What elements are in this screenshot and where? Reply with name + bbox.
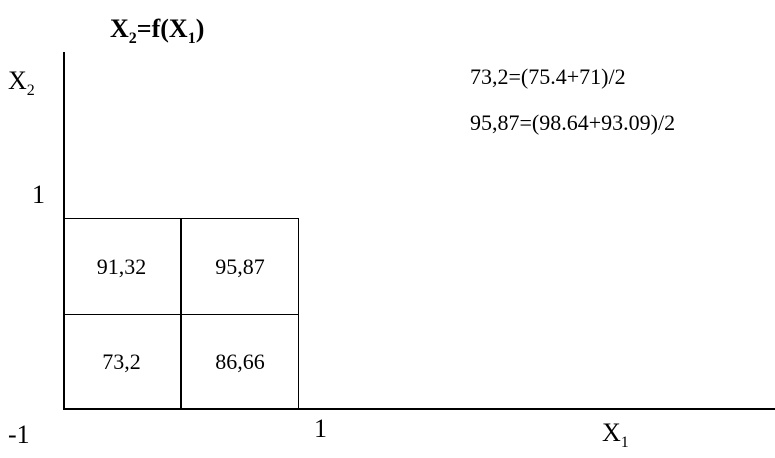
title-sub-2: 2 <box>128 30 137 48</box>
y-axis-line <box>63 52 65 410</box>
title-close: ) <box>195 14 205 43</box>
grid-cell-top-right: 95,87 <box>181 218 299 314</box>
title-eq: =f(X <box>136 14 188 43</box>
title-sub-1: 1 <box>187 30 196 48</box>
value-grid: 91,32 95,87 73,2 86,66 <box>63 218 299 410</box>
y-axis-label: X2 <box>8 66 35 100</box>
x-tick-neg-1: -1 <box>8 420 30 449</box>
note-1: 73,2=(75.4+71)/2 <box>470 64 626 89</box>
x-axis-label-main: X <box>602 418 621 447</box>
note-2: 95,87=(98.64+93.09)/2 <box>470 110 676 135</box>
x-axis-label-sub: 1 <box>620 434 629 452</box>
grid-cell-top-left: 91,32 <box>63 218 181 314</box>
y-axis-label-sub: 2 <box>26 82 35 100</box>
y-tick-1: 1 <box>32 180 45 209</box>
y-axis-label-main: X <box>8 66 27 95</box>
x-tick-1: 1 <box>314 414 327 443</box>
grid-cell-bottom-right: 86,66 <box>181 314 299 410</box>
x-axis-label: X1 <box>602 418 629 452</box>
diagram-title: X2=f(X1) <box>110 14 204 48</box>
title-x: X <box>110 14 129 43</box>
grid-cell-bottom-left: 73,2 <box>63 314 181 410</box>
x-axis-line <box>63 408 775 410</box>
